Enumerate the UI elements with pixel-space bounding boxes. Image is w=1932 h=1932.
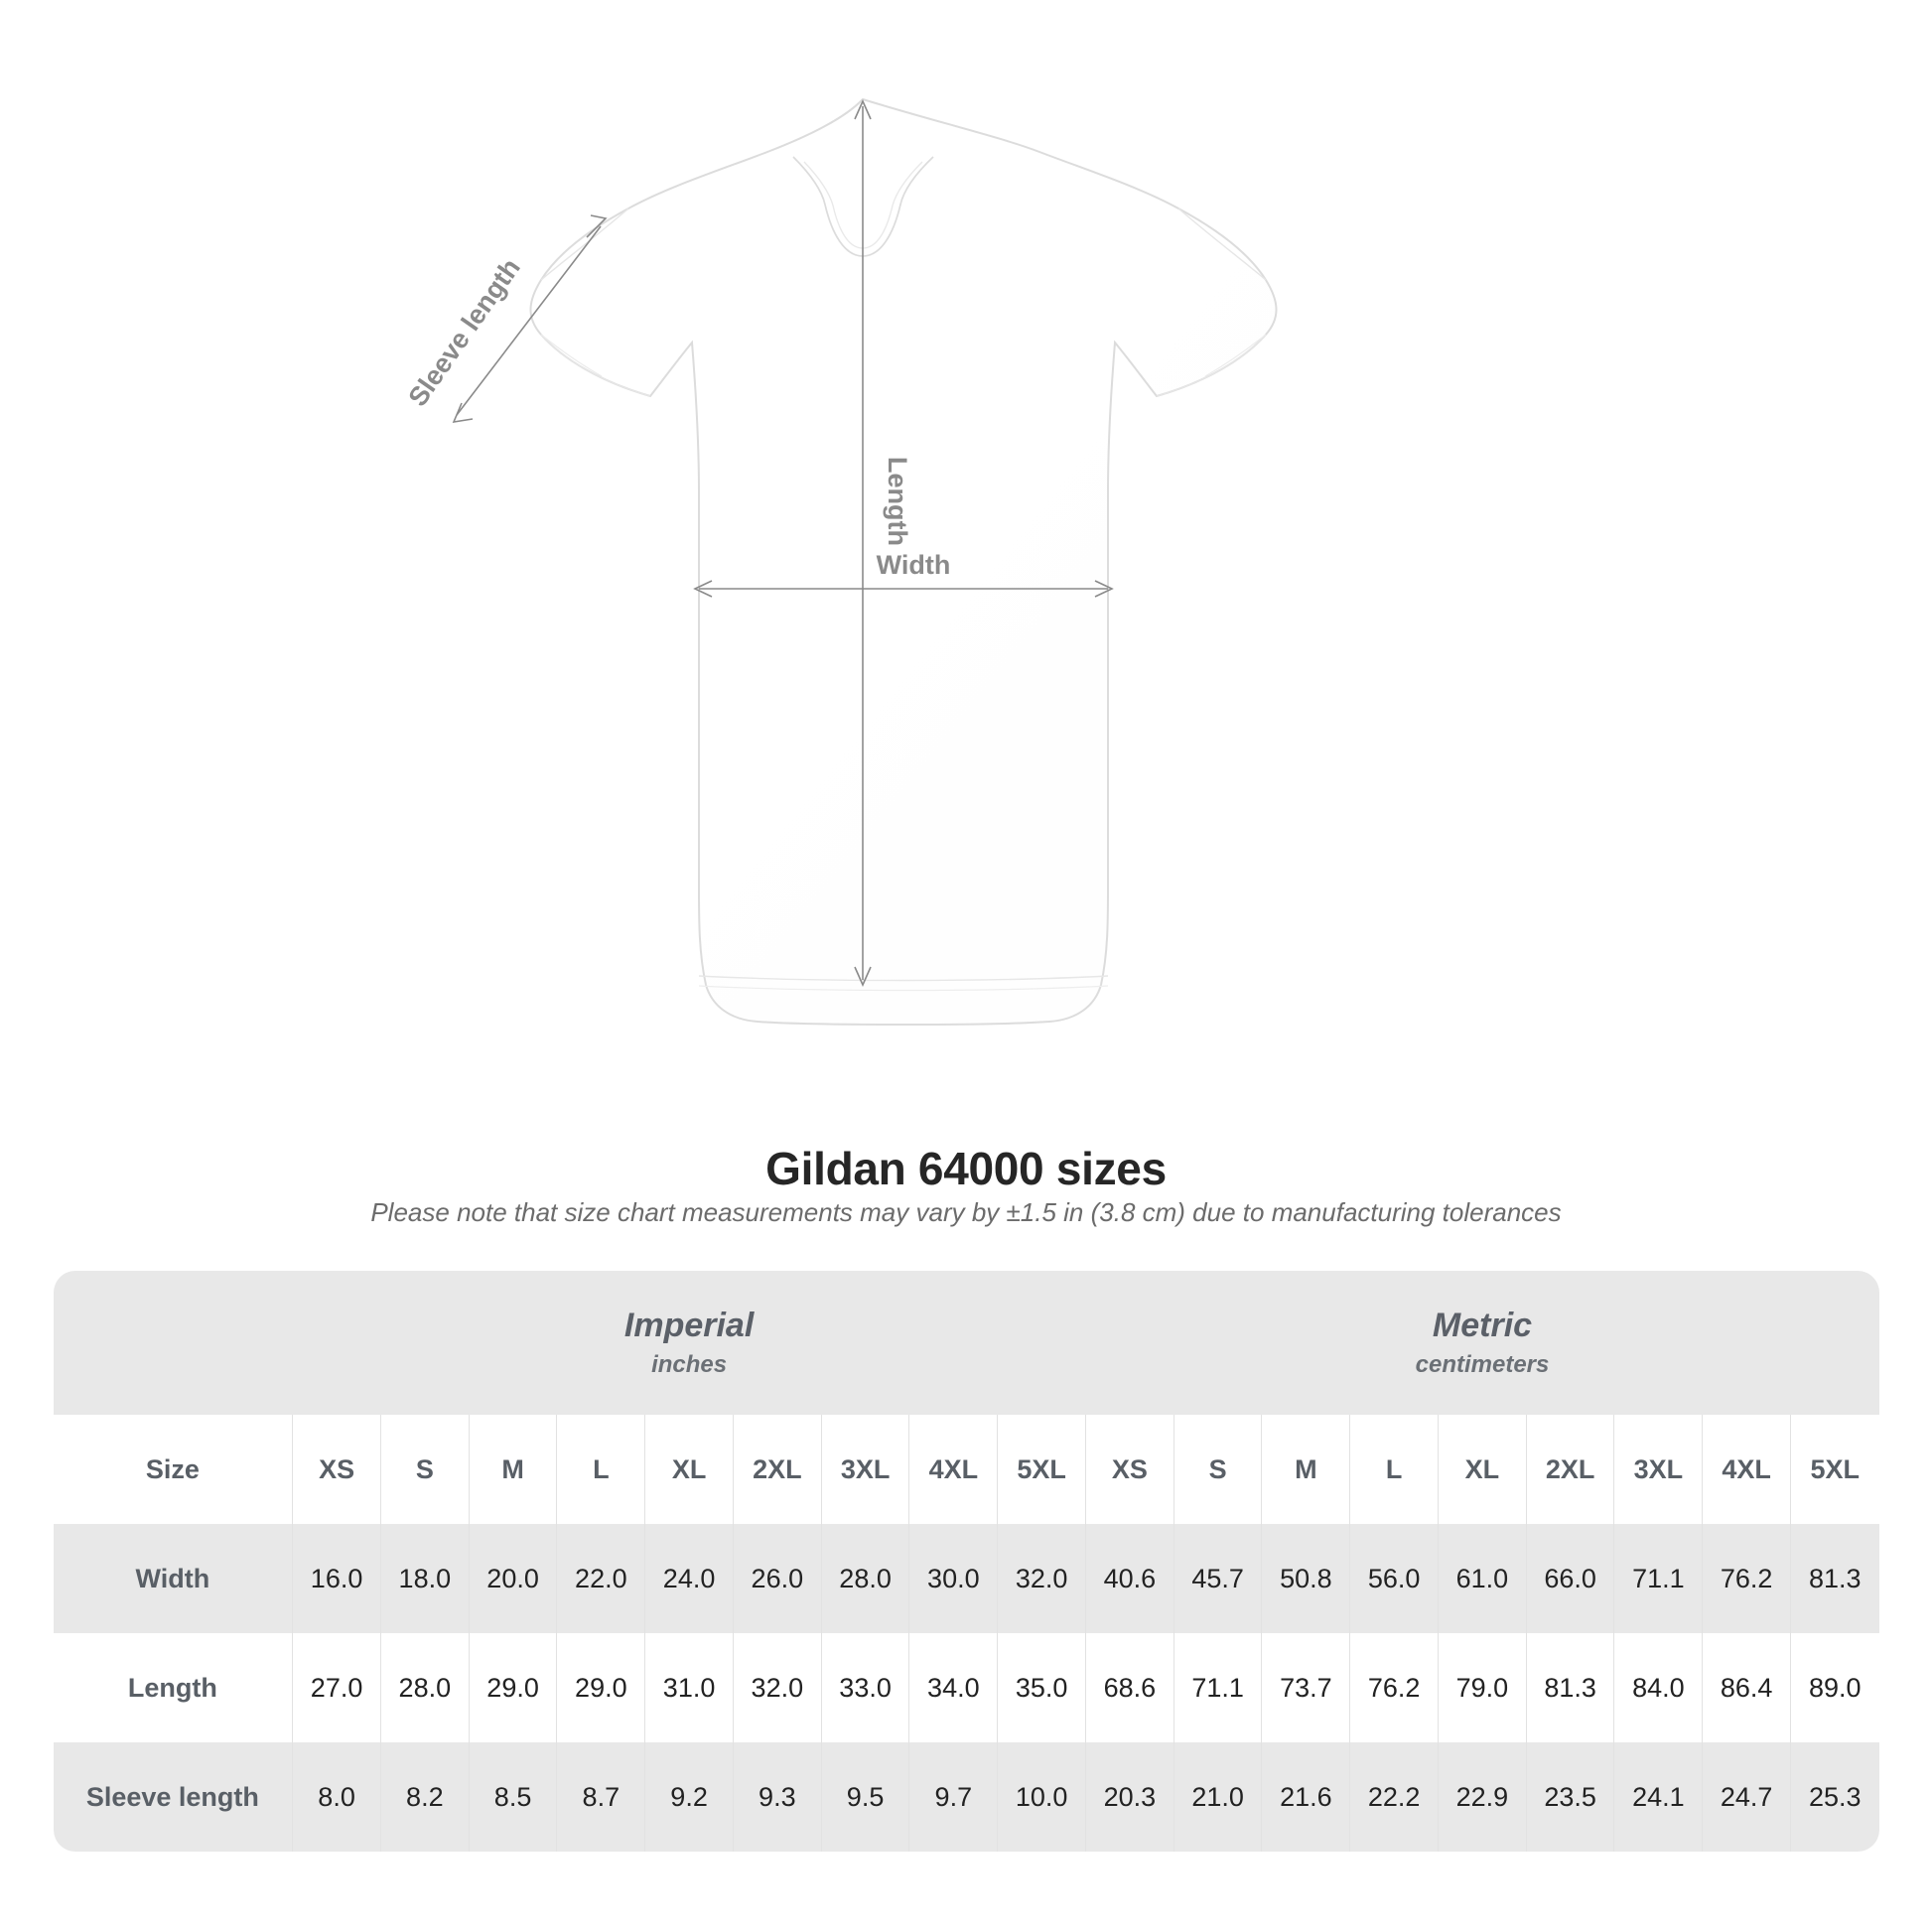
svg-text:Width: Width [877,550,951,580]
svg-text:Length: Length [883,457,912,546]
svg-text:Sleeve length: Sleeve length [402,253,525,412]
